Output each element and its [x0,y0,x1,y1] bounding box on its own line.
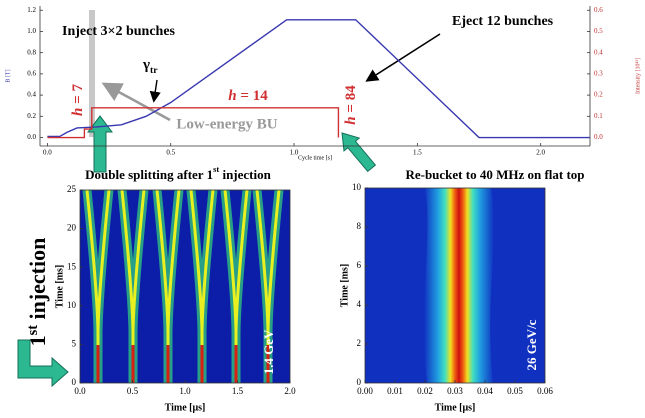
annotation: γtr [142,57,158,76]
y-axis-label: Time [ms] [54,265,65,308]
annotation: 1.4 GeV [261,329,276,374]
heatmap-image-right [365,188,545,383]
y-tick-label: 0.0 [27,133,36,141]
annotation: 1st injection [25,238,50,347]
chart-title: Double splitting after 1st injection [85,164,271,182]
arrow [87,115,113,173]
y-tick-label: 0 [72,377,77,387]
y-tick-label: 20 [67,223,77,233]
y-tick-label: 2 [357,338,362,348]
y-tick-label: 4 [357,299,362,309]
annotation: Eject 12 bunches [452,14,554,29]
x-tick-label: 0.0 [74,386,86,396]
heatmap-image-left [80,190,290,383]
y2-tick-label: 0.5 [594,27,603,35]
y2-axis-label: Intensity [10¹³] [635,58,641,94]
italic-part: h [70,108,86,116]
y-tick-label: 6 [357,260,362,270]
y-tick-label: 0.6 [27,69,36,77]
x-tick-label: 1.0 [290,149,299,157]
y2-tick-label: 0.4 [594,48,603,56]
x-tick-label: 0.05 [507,386,523,396]
y-tick-label: 0.2 [27,112,36,120]
text-part: 1 [25,335,50,346]
x-tick-label: 0.04 [477,386,493,396]
y-axis-label: B [T] [5,69,11,82]
arrow [149,79,161,103]
chart-title: Re-bucket to 40 MHz on flat top [405,167,584,182]
text-part: injection [219,167,271,182]
x-tick-label: 0.0 [43,149,52,157]
italic-part: h [228,88,236,104]
annotation: Inject 3×2 bunches [62,24,176,39]
annotation: h = 84 [343,85,359,125]
y2-tick-label: 0.0 [594,133,603,141]
y2-tick-label: 0.2 [594,91,603,99]
x-tick-label: 0.5 [127,386,139,396]
italic-part: h [343,116,359,124]
y2-tick-label: 0.6 [594,6,603,14]
x-axis-label: Time [μs] [165,402,206,413]
x-tick-label: 0.06 [537,386,553,396]
y-tick-label: 0.4 [27,91,36,99]
annotation: 26 GeV/c [524,319,539,370]
series-line [47,107,340,139]
annotation: h = 14 [228,88,268,104]
y-tick-label: 1.0 [27,27,36,35]
superscript: st [213,164,219,174]
y2-tick-label: 0.1 [594,112,603,120]
y-tick-label: 25 [67,184,77,194]
x-tick-label: 0.00 [357,386,373,396]
x-tick-label: 2.0 [284,386,296,396]
superscript: st [25,325,41,336]
arrow [341,132,377,173]
x-axis-label: Time [μs] [435,402,476,413]
x-tick-label: 1.0 [179,386,191,396]
x-tick-label: 0.03 [447,386,463,396]
text-part: = 7 [70,84,86,108]
arrow [365,33,441,82]
text-part: injection [25,238,50,325]
y-tick-label: 15 [67,261,77,271]
arrow [101,82,171,122]
y-tick-label: 0.8 [27,48,36,56]
x-tick-label: 0.02 [417,386,433,396]
x-tick-label: 0.5 [166,149,175,157]
arrow [17,339,69,388]
y-tick-label: 5 [72,338,77,348]
y-tick-label: 1.2 [27,6,36,14]
x-axis-label: Cycle time [s] [298,155,332,161]
text-part: Re-bucket to 40 MHz on flat top [405,167,584,182]
subscript: tr [150,65,158,76]
x-tick-label: 1.5 [413,149,422,157]
y-tick-label: 10 [352,182,362,192]
y-tick-label: 0 [357,377,362,387]
injection-marker [89,10,95,137]
y-axis-label: Time [ms] [339,264,350,307]
y-tick-label: 8 [357,221,362,231]
x-tick-label: 0.01 [387,386,403,396]
series-line [47,19,590,139]
text-part: = 84 [343,85,359,117]
y-tick-label: 10 [67,300,77,310]
annotation: Low-energy BU [176,116,277,132]
y2-tick-label: 0.3 [594,69,603,77]
text-part: Double splitting after 1 [85,167,213,182]
annotation: h = 7 [70,84,86,116]
x-tick-label: 1.5 [232,386,244,396]
text-part: = 14 [237,88,269,104]
x-tick-label: 2.0 [536,149,545,157]
text-part: γ [142,57,150,73]
